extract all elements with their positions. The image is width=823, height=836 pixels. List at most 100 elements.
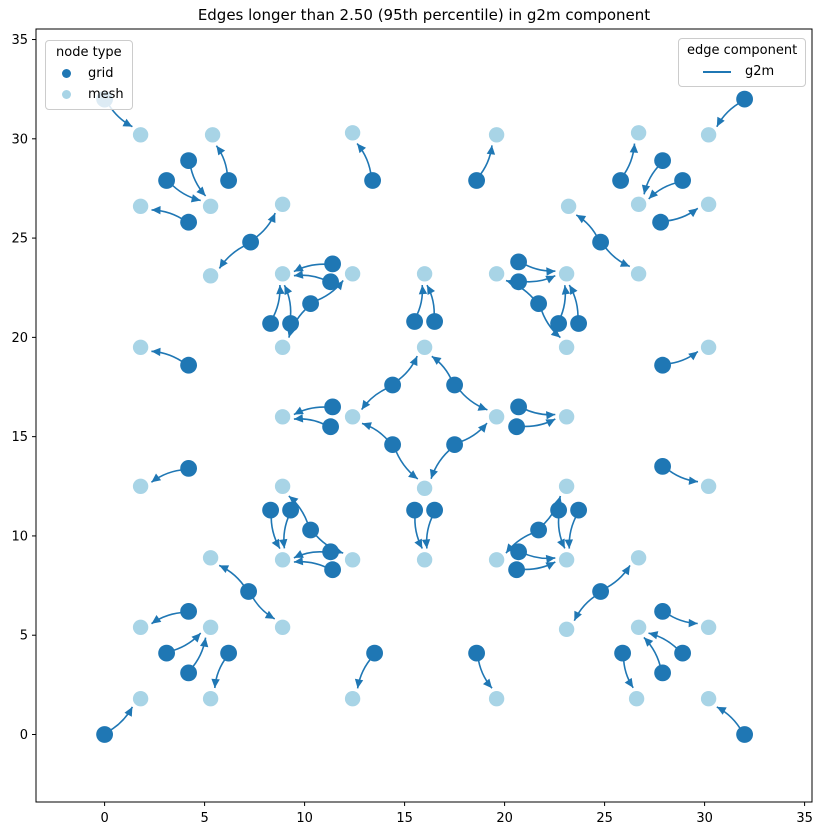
mesh-node (344, 266, 361, 282)
mesh-node (202, 268, 219, 284)
legend-edge-component: edge component g2m (678, 38, 807, 87)
grid-node (446, 376, 463, 394)
mesh-node (274, 552, 291, 568)
edge-arrowhead-icon (483, 678, 492, 689)
grid-node (242, 233, 259, 251)
mesh-node (202, 619, 219, 635)
grid-node (240, 583, 257, 600)
edge-arrowhead-icon (151, 473, 162, 483)
edge-arrowhead-icon (564, 539, 573, 549)
edge-arrowhead-icon (545, 554, 556, 564)
edge-arrowhead-icon (427, 285, 435, 295)
grid-node (468, 644, 485, 662)
grid-node (302, 295, 319, 312)
mesh-node (700, 619, 717, 635)
grid-node (446, 436, 463, 453)
grid-node (180, 603, 198, 620)
grid-node (384, 436, 401, 453)
grid-node (384, 376, 401, 394)
grid-node (468, 172, 485, 189)
edge-arrowhead-icon (545, 275, 556, 284)
grid-node (302, 521, 319, 539)
edge-arrows-layer (105, 100, 744, 734)
edge-arrowhead-icon (688, 208, 698, 218)
edge-arrowhead-icon (293, 550, 304, 558)
edge-arrowhead-icon (648, 189, 658, 199)
edge-arrowhead-icon (124, 706, 133, 717)
edge-arrowhead-icon (621, 565, 630, 576)
grid-node (530, 521, 547, 539)
grid-node (550, 315, 567, 332)
edge-arrowhead-icon (288, 496, 299, 505)
edge-arrowhead-icon (293, 263, 304, 272)
mesh-node (628, 691, 645, 707)
edge-arrowhead-icon (643, 637, 654, 647)
legend-item-g2m-label: g2m (745, 64, 775, 79)
grid-node (654, 356, 671, 374)
grid-node (592, 583, 609, 600)
grid-node (366, 644, 383, 662)
edge-arrowhead-icon (688, 618, 698, 628)
edge-arrowhead-icon (284, 285, 293, 296)
mesh-node (488, 266, 505, 282)
legend-node-type-title: node type (56, 45, 122, 60)
mesh-node (488, 552, 505, 568)
mesh-node (416, 480, 433, 496)
legend-item-mesh-label: mesh (88, 87, 124, 102)
mesh-node (274, 339, 291, 355)
legend-item-grid: grid (54, 63, 124, 84)
grid-node (262, 315, 279, 332)
mesh-node (202, 550, 219, 566)
grid-node (508, 418, 525, 436)
mesh-node (630, 125, 647, 141)
mesh-node (700, 196, 717, 212)
edge-arrowhead-icon (191, 633, 201, 643)
y-tick-label: 20 (11, 331, 28, 346)
grid-node (322, 418, 339, 436)
grid-node (158, 172, 176, 189)
grid-node (612, 172, 629, 189)
grid-node (592, 233, 609, 251)
edge-arrowhead-icon (629, 143, 639, 153)
grid-node (570, 315, 587, 332)
grid-node (180, 664, 198, 682)
mesh-node (344, 691, 361, 707)
mesh-node (344, 125, 361, 141)
grid-node (614, 644, 631, 662)
x-tick-label: 10 (296, 811, 313, 826)
mesh-node (700, 478, 717, 494)
grid-node (654, 664, 671, 682)
grid-node (406, 501, 423, 519)
mesh-node (488, 409, 505, 425)
edge-arrowhead-icon (414, 538, 423, 549)
mesh-node (630, 196, 647, 212)
mesh-node (274, 478, 291, 494)
edge-arrowhead-icon (506, 543, 515, 554)
edge-arrowhead-icon (293, 270, 304, 279)
mesh-node (558, 621, 575, 637)
legend-item-g2m: g2m (687, 61, 797, 82)
y-tick-label: 15 (11, 430, 28, 445)
grid-node (654, 152, 671, 170)
edge-arrowhead-icon (293, 557, 304, 566)
grid-node (180, 152, 198, 170)
edge-arrowhead-icon (196, 186, 206, 196)
edge-arrowhead-icon (293, 406, 304, 415)
edge-arrowhead-icon (557, 538, 565, 549)
edge-arrowhead-icon (151, 615, 162, 624)
mesh-node (488, 127, 505, 143)
mesh-node (700, 339, 717, 355)
edge-arrowhead-icon (216, 145, 226, 156)
x-tick-label: 20 (496, 811, 513, 826)
edge-arrowhead-icon (151, 206, 161, 215)
y-tick-label: 10 (11, 529, 28, 544)
edge-arrowhead-icon (267, 213, 276, 223)
edge-arrowhead-icon (190, 194, 201, 203)
grid-node (736, 726, 753, 743)
edge-arrowhead-icon (624, 677, 634, 688)
grid-node (654, 458, 671, 475)
mesh-node (416, 552, 433, 568)
edge-arrowhead-icon (271, 538, 280, 549)
mesh-node (204, 127, 221, 143)
mesh-node (344, 552, 361, 568)
